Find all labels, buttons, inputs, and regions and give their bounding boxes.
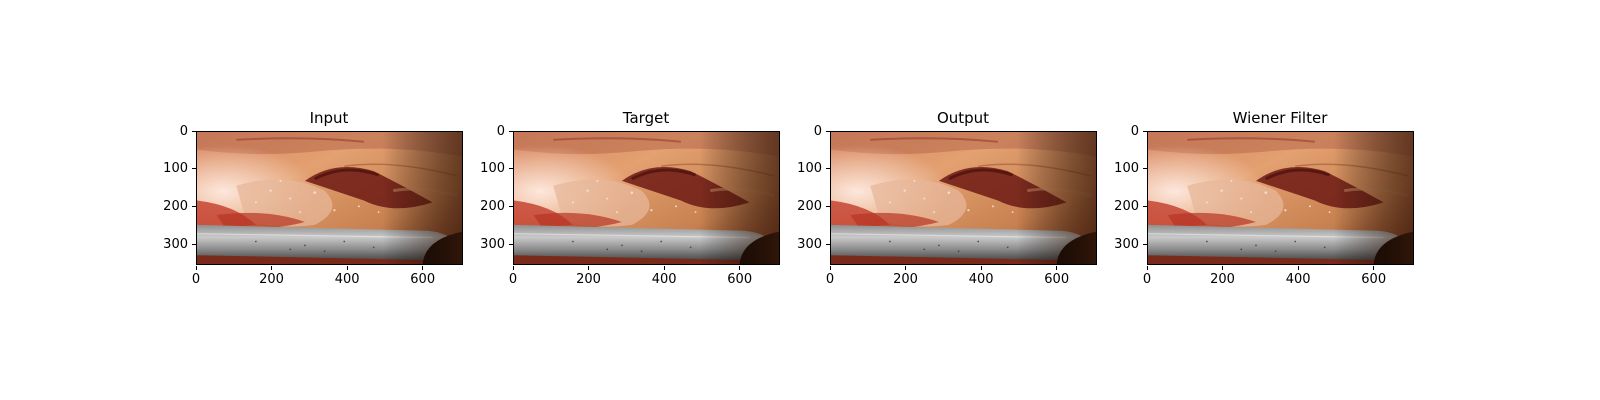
y-tick-label: 100 xyxy=(1099,162,1147,175)
y-tick-label: 100 xyxy=(465,162,513,175)
surgical-scene-image xyxy=(514,132,779,264)
y-tick-label: 100 xyxy=(782,162,830,175)
y-tick-label: 200 xyxy=(465,200,513,213)
x-tick-label: 200 xyxy=(1203,266,1243,286)
x-tick-label: 200 xyxy=(252,266,292,286)
panel-output: Output xyxy=(790,0,1120,300)
x-tick-label: 400 xyxy=(327,266,367,286)
y-tick-label: 200 xyxy=(782,200,830,213)
x-tick-label: 200 xyxy=(569,266,609,286)
y-tick-label: 300 xyxy=(465,238,513,251)
panel-input: Input xyxy=(156,0,486,300)
panel-target: Target xyxy=(473,0,803,300)
x-tick-label: 0 xyxy=(1127,266,1167,286)
x-tick-label: 600 xyxy=(1354,266,1394,286)
x-tick-label: 0 xyxy=(493,266,533,286)
y-tick-label: 0 xyxy=(1099,125,1147,138)
x-tick-label: 400 xyxy=(961,266,1001,286)
panel-title: Wiener Filter xyxy=(1232,109,1328,127)
y-tick-label: 0 xyxy=(148,125,196,138)
surgical-scene-image xyxy=(1148,132,1413,264)
x-tick-label: 400 xyxy=(644,266,684,286)
y-tick-label: 300 xyxy=(148,238,196,251)
y-tick-label: 0 xyxy=(782,125,830,138)
y-tick-label: 100 xyxy=(148,162,196,175)
y-tick-label: 200 xyxy=(148,200,196,213)
y-tick-label: 200 xyxy=(1099,200,1147,213)
surgical-scene-image xyxy=(197,132,462,264)
image-frame xyxy=(196,131,463,265)
image-frame xyxy=(830,131,1097,265)
x-tick-label: 200 xyxy=(886,266,926,286)
y-tick-label: 0 xyxy=(465,125,513,138)
surgical-scene-image xyxy=(831,132,1096,264)
x-tick-label: 600 xyxy=(1037,266,1077,286)
x-tick-label: 0 xyxy=(810,266,850,286)
panel-title: Target xyxy=(622,109,670,127)
y-tick-label: 300 xyxy=(1099,238,1147,251)
panel-wiener-filter: Wiener Filter xyxy=(1107,0,1437,300)
x-tick-label: 600 xyxy=(720,266,760,286)
x-tick-label: 600 xyxy=(403,266,443,286)
image-frame xyxy=(1147,131,1414,265)
x-tick-label: 0 xyxy=(176,266,216,286)
y-tick-label: 300 xyxy=(782,238,830,251)
x-tick-label: 400 xyxy=(1278,266,1318,286)
panel-title: Input xyxy=(309,109,349,127)
image-frame xyxy=(513,131,780,265)
panel-title: Output xyxy=(936,109,990,127)
